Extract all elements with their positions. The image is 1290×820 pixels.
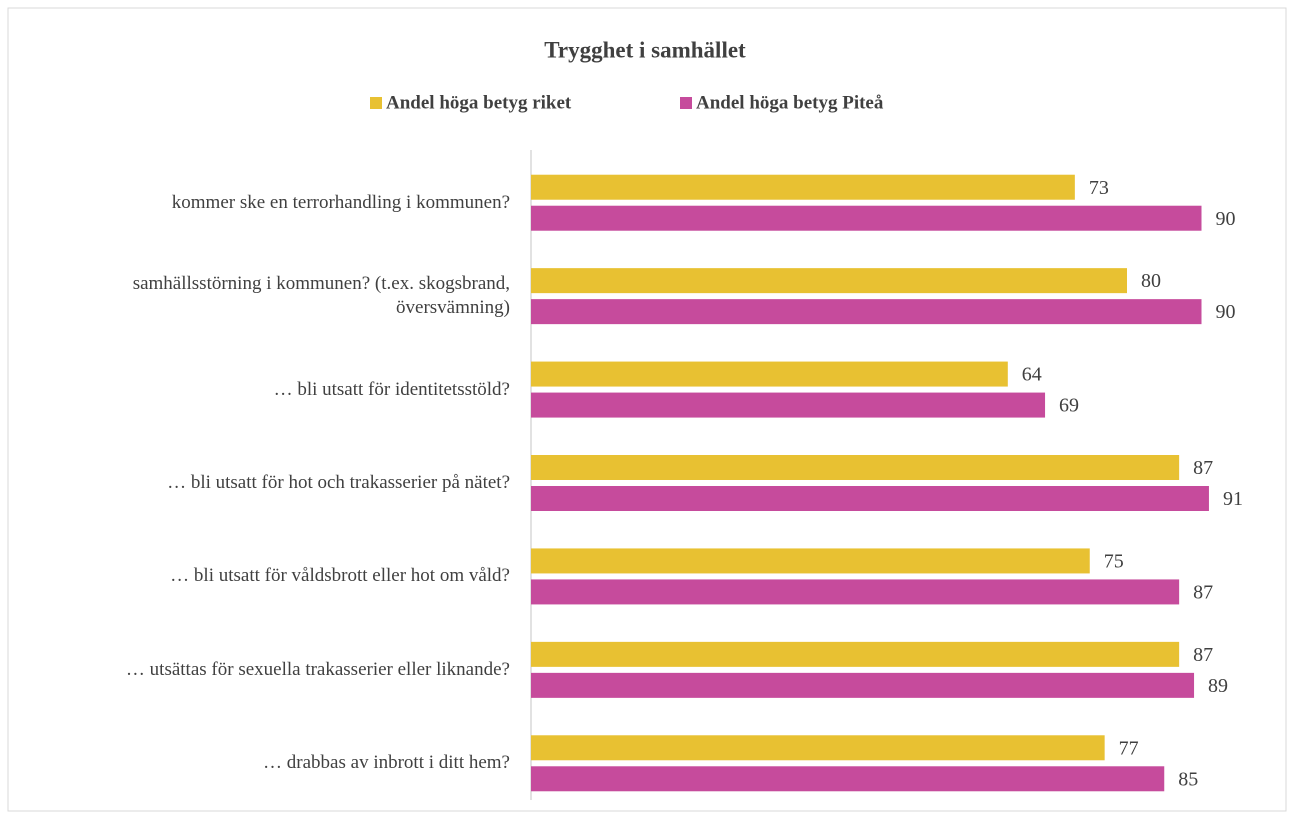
- value-label: 80: [1141, 270, 1161, 292]
- bar: [531, 174, 1075, 200]
- category-label: … drabbas av inbrott i ditt hem?: [263, 752, 510, 774]
- legend-swatch: [370, 97, 382, 109]
- category-label: kommer ske en terrorhandling i kommunen?: [171, 191, 510, 213]
- value-label: 87: [1193, 644, 1213, 666]
- value-label: 87: [1193, 582, 1213, 604]
- legend-swatch: [680, 97, 692, 109]
- value-label: 64: [1022, 364, 1042, 386]
- value-label: 69: [1059, 395, 1079, 417]
- value-label: 77: [1119, 737, 1139, 759]
- value-label: 87: [1193, 457, 1213, 479]
- category-label: samhällsstörning i kommunen? (t.ex. skog…: [132, 273, 510, 319]
- category-label: … bli utsatt för hot och trakasserier på…: [167, 472, 510, 493]
- bar: [531, 486, 1209, 511]
- value-label: 90: [1216, 301, 1236, 323]
- value-label: 89: [1208, 675, 1228, 697]
- bar: [531, 205, 1202, 231]
- bar: [531, 299, 1202, 325]
- value-label: 85: [1178, 768, 1198, 790]
- bar: [531, 735, 1105, 761]
- bar: [531, 766, 1165, 792]
- category-label: … bli utsatt för våldsbrott eller hot om…: [170, 565, 510, 587]
- category-label: … bli utsatt för identitetsstöld?: [273, 378, 510, 400]
- bar: [531, 548, 1090, 574]
- legend-label: Andel höga betyg riket: [386, 92, 572, 113]
- bar: [531, 579, 1180, 605]
- value-label: 91: [1223, 488, 1243, 510]
- bar: [531, 268, 1127, 294]
- category-label: … utsättas för sexuella trakasserier ell…: [125, 658, 510, 680]
- bar: [531, 361, 1008, 387]
- value-label: 73: [1089, 177, 1109, 199]
- bar: [531, 392, 1046, 418]
- chart-title: Trygghet i samhället: [544, 37, 746, 62]
- legend-label: Andel höga betyg Piteå: [696, 92, 884, 113]
- bar: [531, 641, 1180, 667]
- value-label: 75: [1104, 551, 1124, 573]
- bar: [531, 455, 1180, 480]
- value-label: 90: [1216, 208, 1236, 230]
- bar: [531, 672, 1195, 698]
